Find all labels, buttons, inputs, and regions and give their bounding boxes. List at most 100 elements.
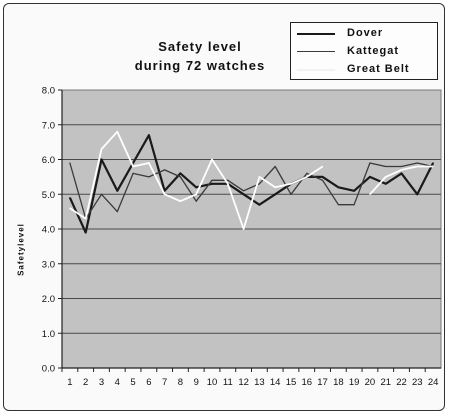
x-tick-label: 7 [162,377,167,388]
x-tick-label: 11 [223,377,233,388]
data-point-dover [85,231,87,234]
data-point-kattegat [195,200,197,202]
data-point-dover [243,193,245,195]
x-tick-label: 19 [349,377,360,388]
data-point-kattegat [290,193,292,195]
data-point-kattegat [116,211,118,213]
data-point-kattegat [400,165,403,168]
y-tick-label: 4.0 [42,225,55,236]
x-tick-label: 6 [146,377,151,388]
legend-label-kattegat: Kattegat [347,45,400,57]
x-tick-label: 16 [301,377,312,388]
data-point-dover [179,172,182,174]
data-point-great-belt [432,165,434,168]
data-point-dover [69,197,71,199]
x-tick-label: 24 [428,377,439,388]
data-point-kattegat [353,204,355,206]
data-point-kattegat [385,165,387,168]
x-tick-label: 5 [130,377,135,388]
legend-item-kattegat: Kattegat [297,43,437,61]
series-line-dover [68,134,435,234]
data-point-great-belt [306,176,308,178]
data-point-kattegat [69,162,71,164]
data-point-kattegat [274,165,276,168]
legend-item-great-belt: Great Belt [297,61,437,79]
legend-swatch-dover [297,33,335,35]
data-point-great-belt [290,183,292,185]
data-point-great-belt [132,165,134,168]
data-point-great-belt [227,183,229,185]
data-point-great-belt [85,217,87,220]
data-point-kattegat [132,172,134,174]
data-point-great-belt [258,176,260,178]
x-tick-label: 20 [365,377,376,388]
data-point-kattegat [211,179,213,181]
y-tick-label: 7.0 [42,120,55,131]
x-tick-label: 17 [317,377,328,388]
legend-label-great-belt: Great Belt [347,63,410,75]
data-point-dover [211,183,213,185]
data-point-dover [274,193,276,195]
data-point-kattegat [100,193,103,195]
x-tick-label: 2 [83,377,88,388]
data-point-great-belt [69,207,71,209]
chart-legend: Dover Kattegat Great Belt [290,22,438,80]
y-tick-label: 8.0 [42,86,55,97]
y-tick-label: 1.0 [42,329,55,340]
data-point-dover [116,190,118,192]
data-point-great-belt [400,169,403,171]
data-point-dover [385,183,387,185]
chart-title-line-2: during 72 watches [134,58,266,73]
data-point-great-belt [179,200,182,202]
data-point-dover [369,176,371,178]
x-tick-label: 10 [207,377,218,388]
data-point-great-belt [321,165,324,168]
y-tick-label: 2.0 [42,294,55,305]
data-point-dover [337,186,339,188]
x-tick-label: 18 [333,377,344,388]
data-point-great-belt [164,193,166,195]
legend-swatch-kattegat [297,51,335,52]
data-point-kattegat [321,179,324,181]
data-point-dover [400,172,403,174]
x-tick-label: 3 [99,377,104,388]
data-point-great-belt [100,148,103,150]
legend-swatch-great-belt [297,69,335,71]
legend-item-dover: Dover [297,25,437,43]
data-point-kattegat [416,162,418,164]
data-point-great-belt [211,158,213,161]
data-point-kattegat [164,169,166,171]
data-point-dover [100,158,103,161]
x-tick-label: 15 [286,377,297,388]
x-tick-label: 22 [396,377,407,388]
x-tick-label: 21 [380,377,391,388]
x-tick-label: 14 [270,377,281,388]
data-point-dover [416,193,418,195]
data-point-dover [132,162,134,164]
chart-title-line-1: Safety level [158,39,242,54]
y-tick-label: 0.0 [42,364,55,375]
data-point-great-belt [416,165,418,168]
series-line-kattegat [69,162,434,220]
data-point-kattegat [227,179,229,181]
data-point-dover [164,190,166,192]
data-point-dover [432,162,434,164]
x-tick-label: 13 [254,377,265,388]
x-tick-label: 23 [412,377,423,388]
x-tick-label: 1 [67,377,72,388]
x-tick-label: 8 [178,377,183,388]
data-point-kattegat [148,176,150,178]
x-tick-label: 4 [115,377,120,388]
chart-title: Safety level during 72 watches [95,37,305,75]
data-point-kattegat [369,162,371,164]
data-point-great-belt [243,228,245,230]
data-point-dover [258,204,260,206]
data-point-dover [195,186,197,188]
data-point-great-belt [274,186,276,188]
data-point-dover [148,134,150,136]
data-point-kattegat [337,204,339,206]
data-point-kattegat [258,183,260,185]
data-point-kattegat [179,176,182,178]
data-point-kattegat [243,190,245,192]
data-point-great-belt [385,176,387,178]
